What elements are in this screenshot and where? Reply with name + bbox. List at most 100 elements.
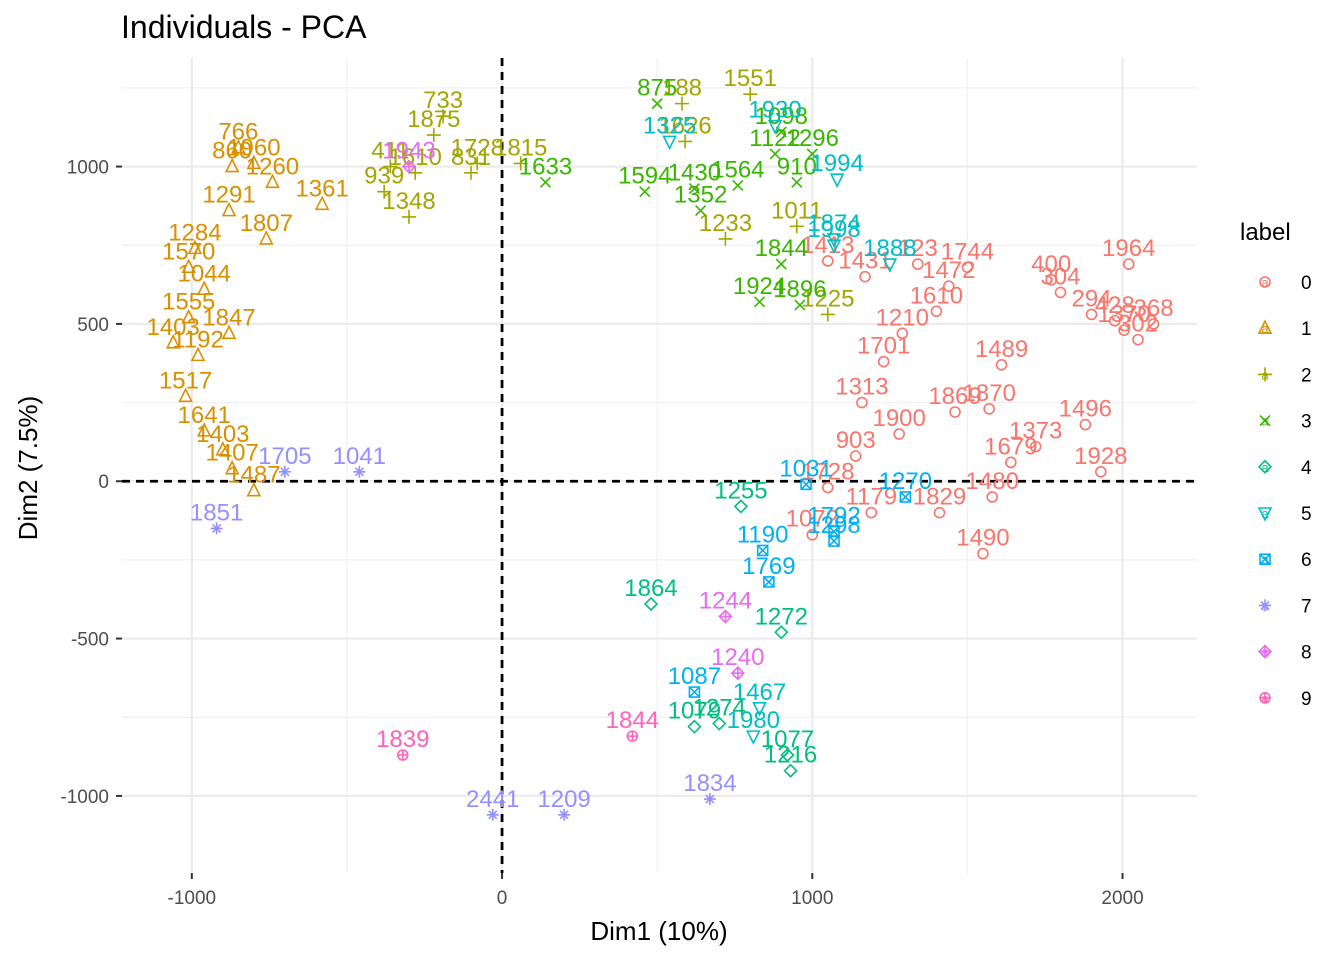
point-marker xyxy=(763,576,775,588)
point-label: 1869 xyxy=(928,383,981,410)
point-marker xyxy=(730,666,745,681)
point-label: 1373 xyxy=(1009,418,1062,445)
legend-label: 7 xyxy=(1301,596,1312,617)
point-label: 766 xyxy=(218,119,258,146)
point-label: 1270 xyxy=(879,468,932,495)
point-marker xyxy=(181,258,196,274)
point-marker xyxy=(1147,318,1160,330)
data-point: 1472 xyxy=(922,257,975,292)
data-point: 123 xyxy=(898,235,938,270)
point-marker xyxy=(674,96,689,111)
data-point: 1960 xyxy=(227,134,281,170)
point-marker xyxy=(826,239,842,255)
point-label: 1728 xyxy=(451,134,504,161)
point-marker xyxy=(806,528,819,541)
data-point: 1900 xyxy=(872,405,926,440)
data-point: 1431 xyxy=(838,248,892,283)
point-marker xyxy=(695,205,707,217)
point-marker xyxy=(190,346,206,362)
legend-label: 9 xyxy=(1301,689,1312,710)
data-point: 1641 xyxy=(178,402,231,437)
point-marker xyxy=(678,134,693,149)
point-label: 1844 xyxy=(606,707,659,734)
data-point: 1701 xyxy=(857,333,910,368)
point-marker xyxy=(774,625,789,640)
point-marker xyxy=(899,491,912,503)
legend-label: 6 xyxy=(1301,550,1312,571)
data-point: 1122 xyxy=(749,125,801,160)
data-point: 1260 xyxy=(246,153,299,189)
data-point: 1210 xyxy=(876,304,929,340)
x-tick-label: 0 xyxy=(497,888,508,909)
point-label: 1431 xyxy=(838,248,891,275)
data-point: 1216 xyxy=(764,742,817,778)
data-point: 1829 xyxy=(913,484,966,519)
data-point: 411 xyxy=(371,138,409,174)
legend-key-letter: a xyxy=(1261,598,1269,613)
point-label: 304 xyxy=(1040,263,1080,290)
data-point: 1352 xyxy=(674,182,727,217)
point-marker xyxy=(196,280,212,296)
point-marker xyxy=(539,176,552,188)
data-point: 1834 xyxy=(683,770,737,806)
chart-title: Individuals - PCA xyxy=(121,9,367,45)
point-label: 1296 xyxy=(786,125,839,152)
legend-label: 3 xyxy=(1301,412,1312,433)
data-point: 1633 xyxy=(519,153,572,188)
point-marker xyxy=(221,324,237,340)
point-label: 1705 xyxy=(258,443,311,470)
point-label: 294 xyxy=(1071,285,1111,312)
point-label: 188 xyxy=(662,75,702,102)
point-label: 1122 xyxy=(749,125,801,152)
data-point: 1272 xyxy=(755,603,808,640)
point-marker xyxy=(210,522,223,535)
point-marker xyxy=(1132,333,1144,346)
data-point: 188 xyxy=(662,75,702,111)
y-axis-title: Dim2 (7.5%) xyxy=(13,396,43,540)
point-label: 1298 xyxy=(807,512,860,539)
point-marker xyxy=(753,296,766,308)
point-label: 1555 xyxy=(162,289,215,316)
data-point: 1998 xyxy=(807,216,861,255)
legend: label a 0a 1a 2a 3a 4a 5a 6a 7a 8a 9 xyxy=(1240,219,1312,710)
data-point: 1847 xyxy=(202,304,256,340)
point-marker xyxy=(983,403,995,415)
data-point: 1370 xyxy=(1097,301,1151,336)
point-label: 1079 xyxy=(668,698,721,725)
data-point: 1943 xyxy=(382,138,436,174)
data-point: 831 xyxy=(451,144,491,180)
point-marker xyxy=(178,387,193,403)
legend-key-marker xyxy=(1258,367,1272,382)
y-tick-label: 500 xyxy=(77,315,109,336)
point-label: 1870 xyxy=(962,380,1015,407)
point-marker xyxy=(752,701,767,717)
x-axis-title: Dim1 (10%) xyxy=(590,916,727,946)
point-marker xyxy=(1005,456,1017,469)
point-label: 1610 xyxy=(910,282,963,309)
point-marker xyxy=(791,176,803,188)
data-point: 1875 xyxy=(407,106,460,143)
legend-label: 5 xyxy=(1301,504,1312,525)
point-label: 428 xyxy=(1095,292,1135,319)
point-marker xyxy=(743,87,758,102)
data-point: 1361 xyxy=(295,175,349,211)
x-tick-label: 2000 xyxy=(1101,888,1143,909)
point-marker xyxy=(769,148,781,160)
point-label: 1964 xyxy=(1102,235,1155,262)
data-point: 875 xyxy=(637,75,677,110)
point-marker xyxy=(353,465,366,478)
data-point: 1555 xyxy=(162,289,215,324)
point-marker xyxy=(662,135,677,151)
point-marker xyxy=(246,154,262,170)
data-point: 1869 xyxy=(928,383,982,418)
point-label: 1570 xyxy=(162,238,215,265)
data-point: 1298 xyxy=(807,512,861,547)
data-point: 903 xyxy=(836,427,876,462)
data-point: 1430 xyxy=(668,160,721,195)
point-marker xyxy=(780,747,795,763)
point-marker xyxy=(767,119,783,135)
